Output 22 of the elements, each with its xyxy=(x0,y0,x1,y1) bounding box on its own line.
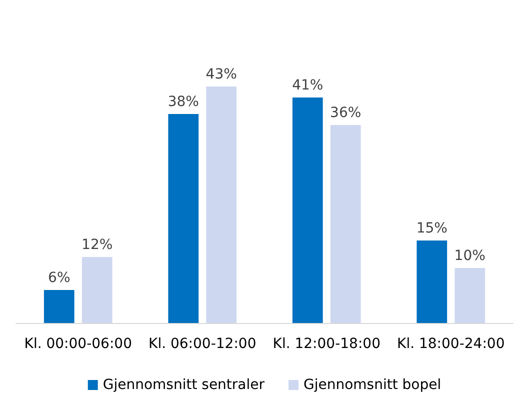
x-tick-label: Kl. 00:00-06:00 xyxy=(24,336,132,352)
data-label: 43% xyxy=(206,66,237,82)
x-tick-label: Kl. 12:00-18:00 xyxy=(272,336,380,352)
x-tick-label: Kl. 06:00-12:00 xyxy=(148,336,256,352)
bar xyxy=(82,257,112,323)
legend-label: Gjennomsnitt bopel xyxy=(304,377,442,393)
bar xyxy=(206,86,237,323)
legend-label: Gjennomsnitt sentraler xyxy=(102,377,265,393)
bar xyxy=(416,240,448,323)
bar xyxy=(292,98,323,323)
data-label: 36% xyxy=(330,105,362,121)
data-label: 12% xyxy=(82,237,113,253)
x-tick-label: Kl. 18:00-24:00 xyxy=(397,336,505,352)
data-label: 41% xyxy=(292,78,324,94)
bar xyxy=(330,125,361,323)
bar xyxy=(44,290,74,323)
data-label: 38% xyxy=(168,94,199,110)
data-label: 6% xyxy=(48,270,70,286)
bar xyxy=(168,114,199,323)
bar xyxy=(454,268,486,323)
data-label: 15% xyxy=(416,220,448,236)
data-label: 10% xyxy=(454,248,486,264)
